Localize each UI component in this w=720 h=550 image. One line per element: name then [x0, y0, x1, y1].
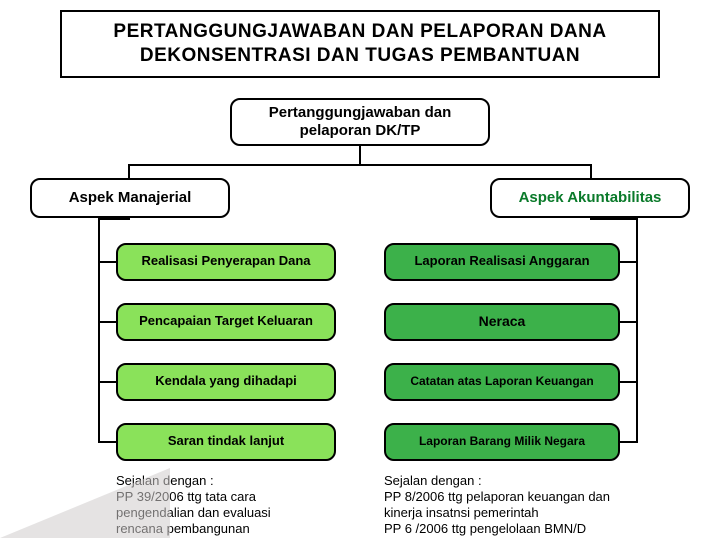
right-item-3: Catatan atas Laporan Keuangan	[384, 363, 620, 401]
conn	[620, 261, 638, 263]
page-title: PERTANGGUNGJAWABAN DAN PELAPORAN DANA DE…	[60, 10, 660, 78]
note-line: PP 6 /2006 ttg pengelolaan BMN/D	[384, 521, 684, 537]
conn	[98, 441, 116, 443]
note-line: Sejalan dengan :	[384, 473, 684, 489]
conn	[128, 164, 130, 178]
note-line: PP 8/2006 ttg pelaporan keuangan dan	[384, 489, 684, 505]
conn	[128, 164, 592, 166]
note-right: Sejalan dengan : PP 8/2006 ttg pelaporan…	[384, 473, 684, 538]
conn	[98, 261, 116, 263]
conn	[359, 146, 361, 164]
left-item-2: Pencapaian Target Keluaran	[116, 303, 336, 341]
org-chart: Pertanggungjawaban dan pelaporan DK/TP A…	[0, 78, 720, 538]
conn	[620, 321, 638, 323]
conn	[98, 218, 130, 220]
right-item-1: Laporan Realisasi Anggaran	[384, 243, 620, 281]
right-item-2: Neraca	[384, 303, 620, 341]
left-item-4: Saran tindak lanjut	[116, 423, 336, 461]
decorative-accent	[0, 468, 170, 538]
root-node: Pertanggungjawaban dan pelaporan DK/TP	[230, 98, 490, 146]
conn	[98, 321, 116, 323]
conn	[98, 218, 100, 442]
conn	[590, 218, 638, 220]
left-item-3: Kendala yang dihadapi	[116, 363, 336, 401]
right-item-4: Laporan Barang Milik Negara	[384, 423, 620, 461]
aspek-manajerial: Aspek Manajerial	[30, 178, 230, 218]
note-line: kinerja insatnsi pemerintah	[384, 505, 684, 521]
left-item-1: Realisasi Penyerapan Dana	[116, 243, 336, 281]
conn	[620, 441, 638, 443]
conn	[98, 381, 116, 383]
conn	[636, 218, 638, 442]
conn	[590, 164, 592, 178]
conn	[620, 381, 638, 383]
aspek-akuntabilitas: Aspek Akuntabilitas	[490, 178, 690, 218]
